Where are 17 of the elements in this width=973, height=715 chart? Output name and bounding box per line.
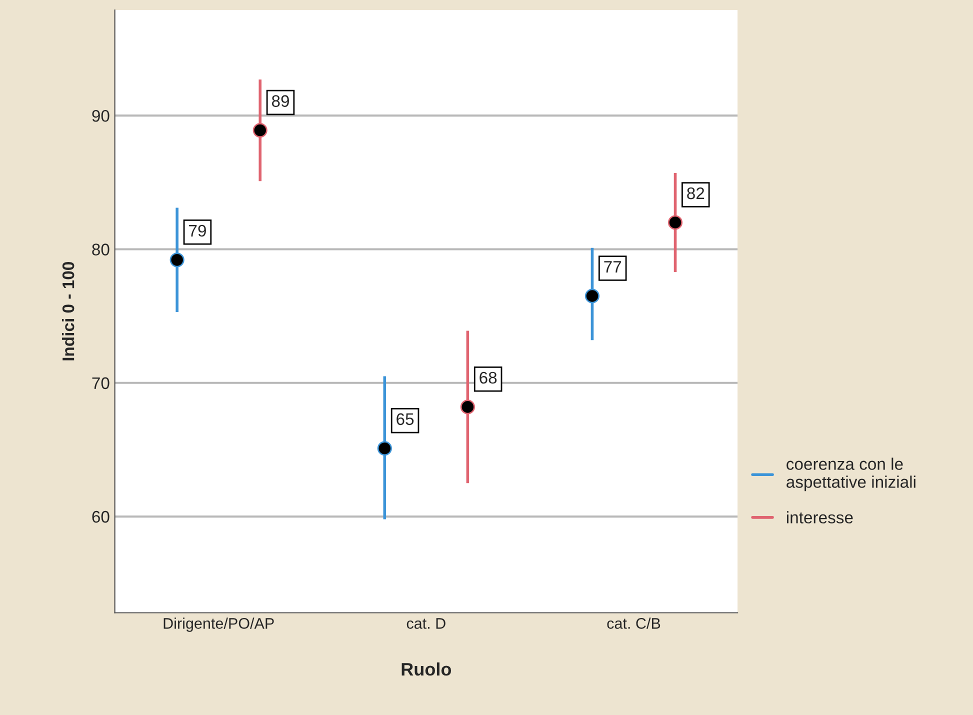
y-tick-label: 90	[92, 110, 110, 122]
x-axis-title: Ruolo	[402, 662, 452, 676]
data-label: 65	[396, 413, 414, 426]
legend-label: coerenza con le aspettative iniziali	[786, 458, 916, 492]
x-tick-label: cat. C/B	[607, 618, 660, 629]
data-label: 82	[687, 187, 704, 200]
data-label: 68	[480, 372, 497, 384]
x-tick-label: cat. D	[406, 618, 446, 629]
y-tick-label: 60	[92, 510, 110, 523]
legend-label: interesse	[786, 511, 853, 524]
y-axis-title: Indici 0 - 100	[62, 262, 74, 360]
x-tick-label: Dirigente/PO/AP	[164, 618, 274, 632]
data-label: 89	[272, 95, 289, 107]
y-tick-label: 70	[92, 377, 110, 390]
data-label: 77	[604, 261, 622, 273]
data-label: 79	[189, 224, 206, 237]
y-tick-label: 80	[92, 244, 110, 256]
